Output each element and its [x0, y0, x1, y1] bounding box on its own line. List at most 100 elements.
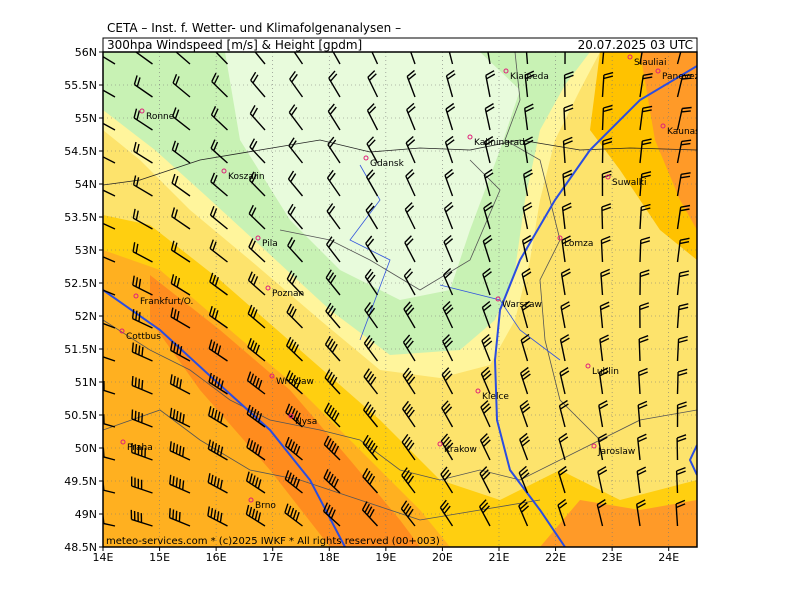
wind-barb [561, 235, 572, 263]
wind-barb [209, 239, 228, 263]
wind-barb [406, 102, 416, 131]
city-marker [248, 497, 254, 503]
wind-barb [441, 367, 454, 395]
city-label: Praha [127, 443, 153, 453]
wind-barb [563, 71, 574, 98]
city-label: Panevezys [662, 72, 710, 82]
wind-barb [210, 106, 228, 131]
wind-barb [524, 70, 535, 98]
wind-barb [367, 70, 379, 98]
wind-barb [324, 369, 341, 395]
wind-barb [480, 366, 492, 395]
wind-barb [558, 399, 569, 428]
wind-barb [439, 499, 454, 527]
wind-barb [326, 169, 341, 197]
wind-barb [170, 307, 191, 329]
wind-barb [557, 465, 568, 494]
wind-barb [639, 105, 653, 131]
field-dark-orange [150, 275, 420, 547]
wind-barb [208, 339, 228, 362]
city-marker [557, 235, 563, 241]
city-label: Poznan [272, 289, 304, 299]
axis-ticks: 56N 55.5N 55N 54.5N 54N 53.5N 53N 52.5N 52N 51.5N… [64, 46, 679, 564]
wind-barb [247, 338, 266, 362]
wind-barb [103, 256, 116, 263]
city-label: Koszalin [228, 172, 265, 182]
map-frame [102, 51, 698, 548]
wind-barb [284, 470, 303, 494]
lat-label: 55.5N [64, 79, 97, 92]
lat-label: 50.5N [64, 409, 97, 422]
wind-barb [676, 270, 690, 296]
wind-barb [103, 222, 116, 230]
wind-barb [209, 205, 228, 230]
wind-barb [637, 400, 648, 428]
lat-label: 48.5N [64, 541, 97, 554]
wind-barb [169, 474, 191, 494]
wind-barb [208, 406, 228, 428]
wind-barb [103, 356, 116, 362]
wind-barb [245, 504, 266, 527]
wind-barb [599, 334, 610, 362]
wind-barb [676, 204, 691, 230]
lat-label: 52N [75, 310, 97, 323]
wind-barb [362, 434, 379, 461]
wind-barb [248, 204, 266, 230]
wind-barb [518, 498, 530, 527]
city-marker [660, 123, 666, 129]
wind-barb [482, 267, 492, 296]
wind-barb [523, 169, 533, 197]
wind-barb [636, 499, 646, 527]
city-label: Cottbus [126, 332, 161, 342]
city-marker [605, 174, 611, 180]
height-contour [688, 444, 697, 476]
lat-label: 55N [75, 112, 97, 125]
wind-barb [133, 75, 153, 98]
wind-barb [596, 499, 607, 527]
wind-barb [601, 71, 614, 98]
wind-barb [172, 73, 191, 98]
wind-barb [521, 268, 532, 296]
wind-barb [326, 236, 341, 263]
wind-barb [524, 103, 534, 131]
wind-barb [103, 480, 116, 494]
lon-label: 22E [545, 551, 566, 564]
wind-barb [639, 236, 651, 263]
wind-barb [131, 309, 153, 329]
wind-barb [562, 169, 573, 197]
graticule [103, 52, 697, 547]
wind-barb [364, 301, 379, 329]
wind-barb [168, 508, 191, 527]
wind-barb [332, 52, 341, 65]
wind-barb [171, 207, 191, 230]
wind-barb [598, 367, 609, 395]
wind-barb [286, 270, 304, 296]
lat-label: 53.5N [64, 211, 97, 224]
wind-barb [600, 235, 611, 263]
wind-barb [563, 103, 574, 131]
wind-barb [323, 435, 341, 461]
wind-barb [481, 333, 493, 362]
wind-barb [170, 340, 191, 362]
wind-barb [676, 52, 682, 65]
wind-barb [325, 269, 341, 296]
wind-barb [400, 500, 416, 527]
wind-barb [284, 503, 303, 527]
wind-barb [247, 304, 266, 329]
wind-barb [103, 156, 116, 164]
wind-barbs [103, 52, 693, 527]
wind-barb [208, 306, 228, 329]
wind-barb [246, 404, 266, 428]
city-label: Pila [262, 239, 278, 249]
city-label: Gdansk [370, 159, 405, 169]
city-label: Ronne [146, 112, 175, 122]
wind-barb [249, 138, 266, 164]
product-title: 300hpa Windspeed [m/s] & Height [gpdm] [107, 38, 362, 52]
wind-barb [403, 301, 416, 329]
lat-label: 53N [75, 244, 97, 257]
city-label: Lomza [564, 239, 593, 249]
map-area: Klaipeda Siauliai Panevezys Ronne Kaunas Kali… [103, 52, 710, 547]
city-label: Brno [255, 501, 276, 511]
wind-barb [558, 432, 569, 461]
